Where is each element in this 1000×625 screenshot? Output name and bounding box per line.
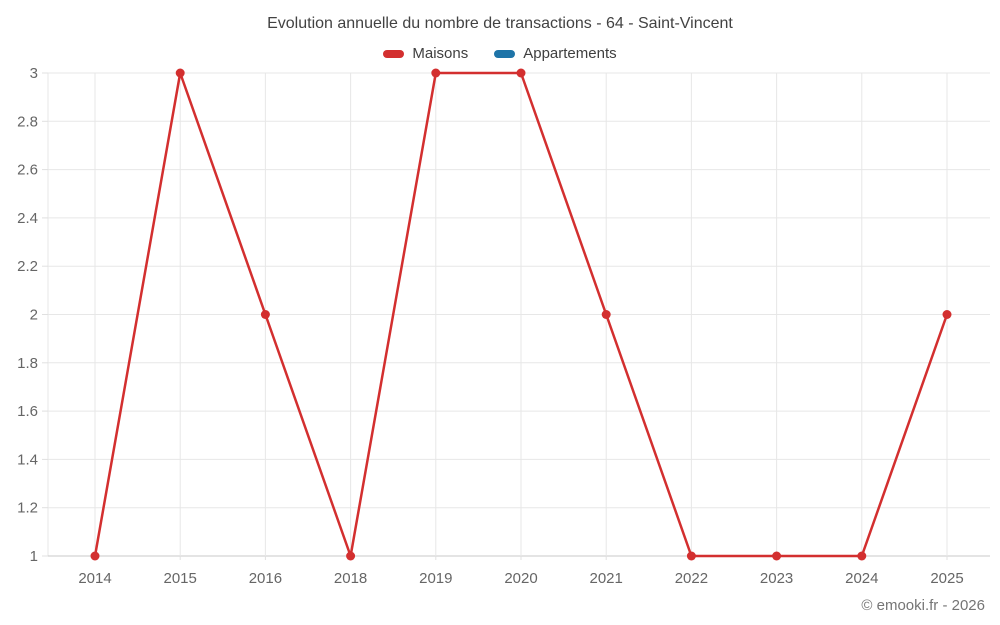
data-point-2014 bbox=[90, 551, 100, 561]
x-axis-tick-label: 2016 bbox=[249, 570, 282, 587]
maisons-series-swatch-icon bbox=[383, 49, 405, 58]
y-axis-tick-label: 1.8 bbox=[17, 355, 38, 372]
y-axis-tick-label: 1.4 bbox=[17, 451, 38, 468]
data-point-2020 bbox=[516, 68, 526, 78]
data-point-2024 bbox=[857, 551, 867, 561]
data-point-2015 bbox=[175, 68, 185, 78]
x-axis-tick-label: 2018 bbox=[334, 570, 367, 587]
data-point-2019 bbox=[431, 68, 441, 78]
x-axis-tick-label: 2024 bbox=[845, 570, 878, 587]
data-point-2021 bbox=[601, 310, 611, 319]
y-axis-tick-label: 2.2 bbox=[17, 258, 38, 275]
y-axis-tick-label: 1.2 bbox=[17, 500, 38, 517]
copyright-text: © emooki.fr - 2026 bbox=[861, 597, 985, 614]
legend-item-maisons[interactable]: Maisons bbox=[383, 45, 468, 62]
y-axis-tick-label: 2.8 bbox=[17, 113, 38, 130]
chart-legend: Maisons Appartements bbox=[0, 45, 1000, 62]
y-axis-tick-label: 2.4 bbox=[17, 210, 38, 227]
data-point-2025 bbox=[942, 310, 952, 319]
y-axis-tick-label: 1 bbox=[30, 548, 38, 565]
chart-title: Evolution annuelle du nombre de transact… bbox=[267, 15, 733, 32]
data-point-2023 bbox=[772, 551, 782, 561]
x-axis-tick-label: 2025 bbox=[930, 570, 963, 587]
data-point-2016 bbox=[260, 310, 270, 319]
data-point-2022 bbox=[686, 551, 696, 561]
appartements-series-swatch-icon bbox=[494, 49, 516, 58]
y-axis-tick-label: 2 bbox=[30, 307, 38, 324]
legend-label-maisons: Maisons bbox=[412, 45, 469, 62]
y-axis-tick-label: 1.6 bbox=[17, 403, 38, 420]
y-axis-tick-label: 2.6 bbox=[17, 162, 38, 179]
data-point-2018 bbox=[346, 551, 356, 561]
legend-label-appartements: Appartements bbox=[523, 45, 617, 62]
legend-item-appartements[interactable]: Appartements bbox=[494, 45, 617, 62]
x-axis-tick-label: 2020 bbox=[504, 570, 537, 587]
x-axis-tick-label: 2014 bbox=[78, 570, 111, 587]
x-axis-tick-label: 2019 bbox=[419, 570, 452, 587]
y-axis-tick-label: 3 bbox=[30, 65, 38, 82]
x-axis-tick-label: 2015 bbox=[164, 570, 197, 587]
x-axis-tick-label: 2023 bbox=[760, 570, 793, 587]
x-axis-tick-label: 2021 bbox=[590, 570, 623, 587]
x-axis-tick-label: 2022 bbox=[675, 570, 708, 587]
